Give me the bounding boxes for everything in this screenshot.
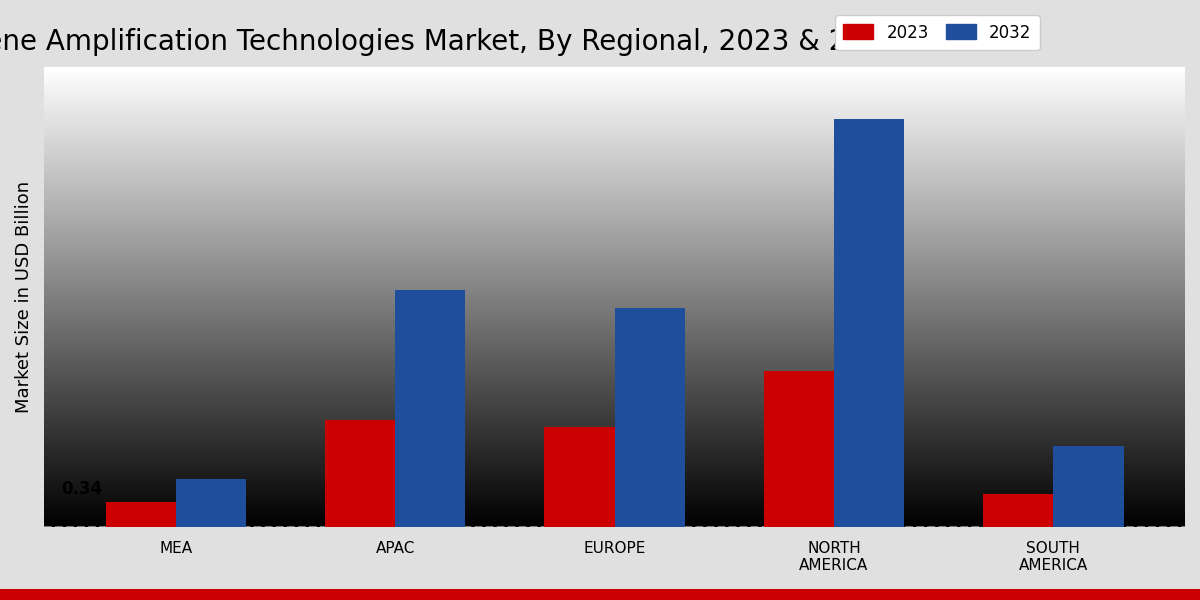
Bar xyxy=(175,479,246,527)
Bar xyxy=(106,502,175,527)
Bar xyxy=(325,419,395,527)
Legend: 2023, 2032: 2023, 2032 xyxy=(835,15,1039,50)
Text: Gene Amplification Technologies Market, By Regional, 2023 & 2032: Gene Amplification Technologies Market, … xyxy=(0,28,900,56)
Bar xyxy=(763,371,834,527)
Bar xyxy=(545,427,614,527)
Bar xyxy=(983,494,1054,527)
Bar xyxy=(834,119,904,527)
Bar xyxy=(1054,446,1123,527)
Bar xyxy=(395,290,466,527)
Text: 0.34: 0.34 xyxy=(61,481,102,499)
Bar xyxy=(614,308,685,527)
Y-axis label: Market Size in USD Billion: Market Size in USD Billion xyxy=(14,181,34,413)
